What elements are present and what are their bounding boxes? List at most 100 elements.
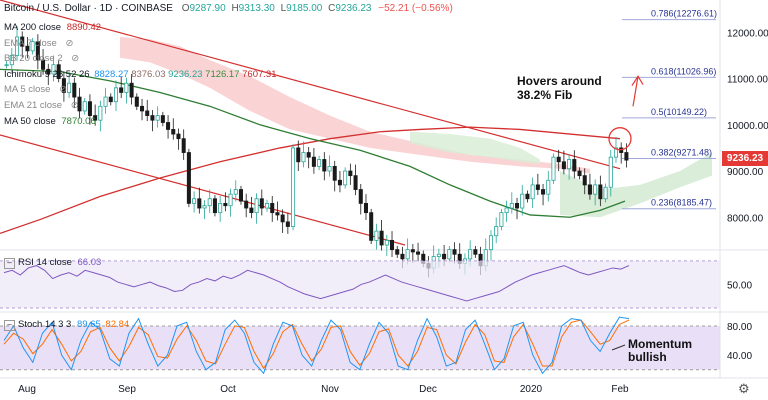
highlight-circle [608,127,632,151]
eye-off-icon[interactable]: ⊘ [65,37,74,49]
candle-body [400,253,405,260]
fib-level-label: 0.382(9271.48) [651,147,712,157]
candle-body [603,186,608,200]
candle-body [275,212,280,216]
indicator-ema21-name: EMA 21 close [4,99,63,111]
indicator-ma200-value: 8890.42 [66,22,102,33]
candle-body [134,96,139,107]
candle-body [9,55,14,66]
candle-body [56,64,61,79]
y-tick-label: 11000.00 [727,75,768,86]
ichimoku-value-1: 8828.27 [94,68,129,80]
indicator-ema21[interactable]: EMA 21 close ⊘ [4,98,276,114]
candle-body [515,202,520,209]
candle-body [223,202,228,207]
ichimoku-value-3: 9236.23 [168,68,203,80]
candle-body [530,184,535,200]
candle-body [541,189,546,195]
high-value: 9313.30 [238,3,275,14]
candle-body [119,87,124,93]
stoch-band [0,325,720,370]
indicator-ma5-name: MA 5 close [4,84,51,96]
candle-body [473,249,478,255]
indicator-ma50-name: MA 50 close [4,115,56,127]
stoch-k-value: 89.65 [77,319,101,330]
candle-body [186,152,191,204]
indicator-ma50[interactable]: MA 50 close 7870.06 [4,114,276,130]
channel-upper-line [0,0,621,170]
candle-body [348,170,353,177]
collapse-icon[interactable]: – [4,258,15,269]
candle-body [244,200,249,209]
candle-body [15,36,20,56]
symbol-title[interactable]: Bitcoin / U.S. Dollar · 1D · COINBASE [4,3,173,14]
high-label: H [231,3,239,14]
last-price-badge: 9236.23 [722,151,768,166]
candle-body [546,179,551,195]
eye-off-icon[interactable]: ⊘ [59,84,68,96]
x-tick-label: Nov [321,384,339,395]
y-tick-label: 10000.00 [727,121,768,132]
candle-body [327,166,332,172]
collapse-icon[interactable]: – [4,320,15,331]
indicator-ichimoku-name: Ichimoku 9 26 52 26 [4,68,90,80]
candle-body [238,189,243,202]
indicator-bb[interactable]: BB 20 close 2 ⊘ [4,51,276,67]
candle-body [587,184,592,195]
candle-body [436,253,441,257]
indicator-ichimoku[interactable]: Ichimoku 9 26 52 26 8828.27 8376.03 9236… [4,67,276,83]
candle-body [296,147,301,163]
fib-level-label: 0.236(8185.47) [651,198,712,208]
fib-annotation-line2: 38.2% Fib [517,88,573,102]
ma200-line [0,126,621,235]
candle-body [4,64,9,67]
fib-level-label: 0.618(11026.96) [651,66,716,76]
candle-body [504,207,509,214]
stoch-name: Stoch 14 3 3 [18,319,72,330]
candle-body [343,170,348,186]
candle-body [41,59,46,70]
x-tick-label: Oct [220,384,236,395]
candle-body [353,175,358,190]
candle-body [410,249,415,253]
y-tick-label: 12000.00 [727,28,768,39]
candle-body [556,156,561,163]
ichimoku-value-2: 8376.03 [131,68,166,80]
gear-icon[interactable]: ⚙ [738,381,750,396]
candle-body [30,41,35,52]
cloud-bullish [410,131,540,165]
candle-body [572,159,577,172]
candle-body [103,96,108,107]
indicator-ema7[interactable]: EMA 7 close ⊘ [4,36,276,52]
ichimoku-value-5: 7607.31 [242,68,277,80]
eye-off-icon[interactable]: ⊘ [71,53,80,65]
candle-body [140,105,145,112]
candle-body [567,159,572,170]
rsi-legend[interactable]: – RSI 14 close 66.03 [4,257,101,269]
indicator-ma5[interactable]: MA 5 close ⊘ [4,82,276,98]
indicator-ma200[interactable]: MA 200 close 8890.42 [4,20,276,36]
candle-body [113,87,118,103]
momentum-annotation-line2: bullish [628,350,667,364]
candle-body [306,152,311,158]
candle-body [160,115,165,123]
candle-body [332,166,337,181]
candle-body [197,198,202,209]
eye-off-icon[interactable]: ⊘ [70,99,79,111]
fib-annotation-line1: Hovers around [517,74,602,88]
low-label: L [280,3,287,14]
candle-body [72,82,77,98]
cloud-bearish [120,36,590,174]
candle-body [46,68,51,75]
candle-body [124,82,129,93]
y-tick-label: 8000.00 [727,213,764,224]
candle-body [280,214,285,223]
cloud-bullish [560,152,712,218]
close-label: C [328,3,336,14]
momentum-annotation: Momentum bullish [628,338,692,364]
stoch-legend[interactable]: – Stoch 14 3 3 89.65 82.84 [4,319,129,331]
candle-body [577,170,582,177]
candle-body [98,105,103,121]
y-tick-label: 9000.00 [727,167,764,178]
